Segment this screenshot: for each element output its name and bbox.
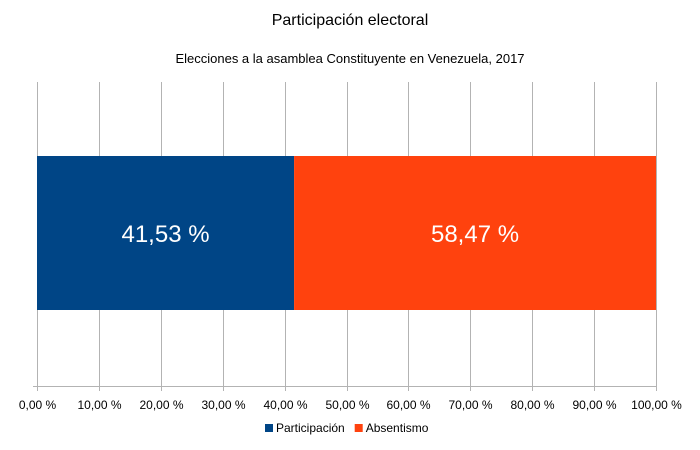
- data-label: 58,47 %: [431, 221, 519, 248]
- x-axis-ticks: 0,00 % 10,00 % 20,00 % 30,00 % 40,00 % 50,00 …: [19, 398, 682, 412]
- chart-title: Participación electoral: [272, 12, 429, 29]
- x-tick-label: 80,00 %: [510, 398, 554, 412]
- x-tick-label: 60,00 %: [386, 398, 430, 412]
- legend-swatch: [265, 424, 273, 432]
- x-tick-label: 40,00 %: [263, 398, 307, 412]
- x-tick-label: 70,00 %: [448, 398, 492, 412]
- x-tick-label: 50,00 %: [325, 398, 369, 412]
- legend: Participación Absentismo: [265, 421, 429, 435]
- legend-label: Participación: [276, 421, 345, 435]
- chart-subtitle: Elecciones a la asamblea Constituyente e…: [175, 51, 524, 66]
- x-tick-label: 30,00 %: [201, 398, 245, 412]
- x-tick-label: 100,00 %: [631, 398, 682, 412]
- x-tick-label: 10,00 %: [77, 398, 121, 412]
- legend-swatch: [354, 424, 363, 432]
- data-label: 41,53 %: [121, 221, 209, 248]
- legend-label: Absentismo: [366, 421, 429, 435]
- x-tick-label: 20,00 %: [139, 398, 183, 412]
- bar-absentismo: [294, 156, 656, 310]
- x-tick-label: 90,00 %: [572, 398, 616, 412]
- x-tick-label: 0,00 %: [19, 398, 57, 412]
- bar-participación: [37, 156, 295, 310]
- bars: 41,53 % 58,47 %: [37, 156, 656, 310]
